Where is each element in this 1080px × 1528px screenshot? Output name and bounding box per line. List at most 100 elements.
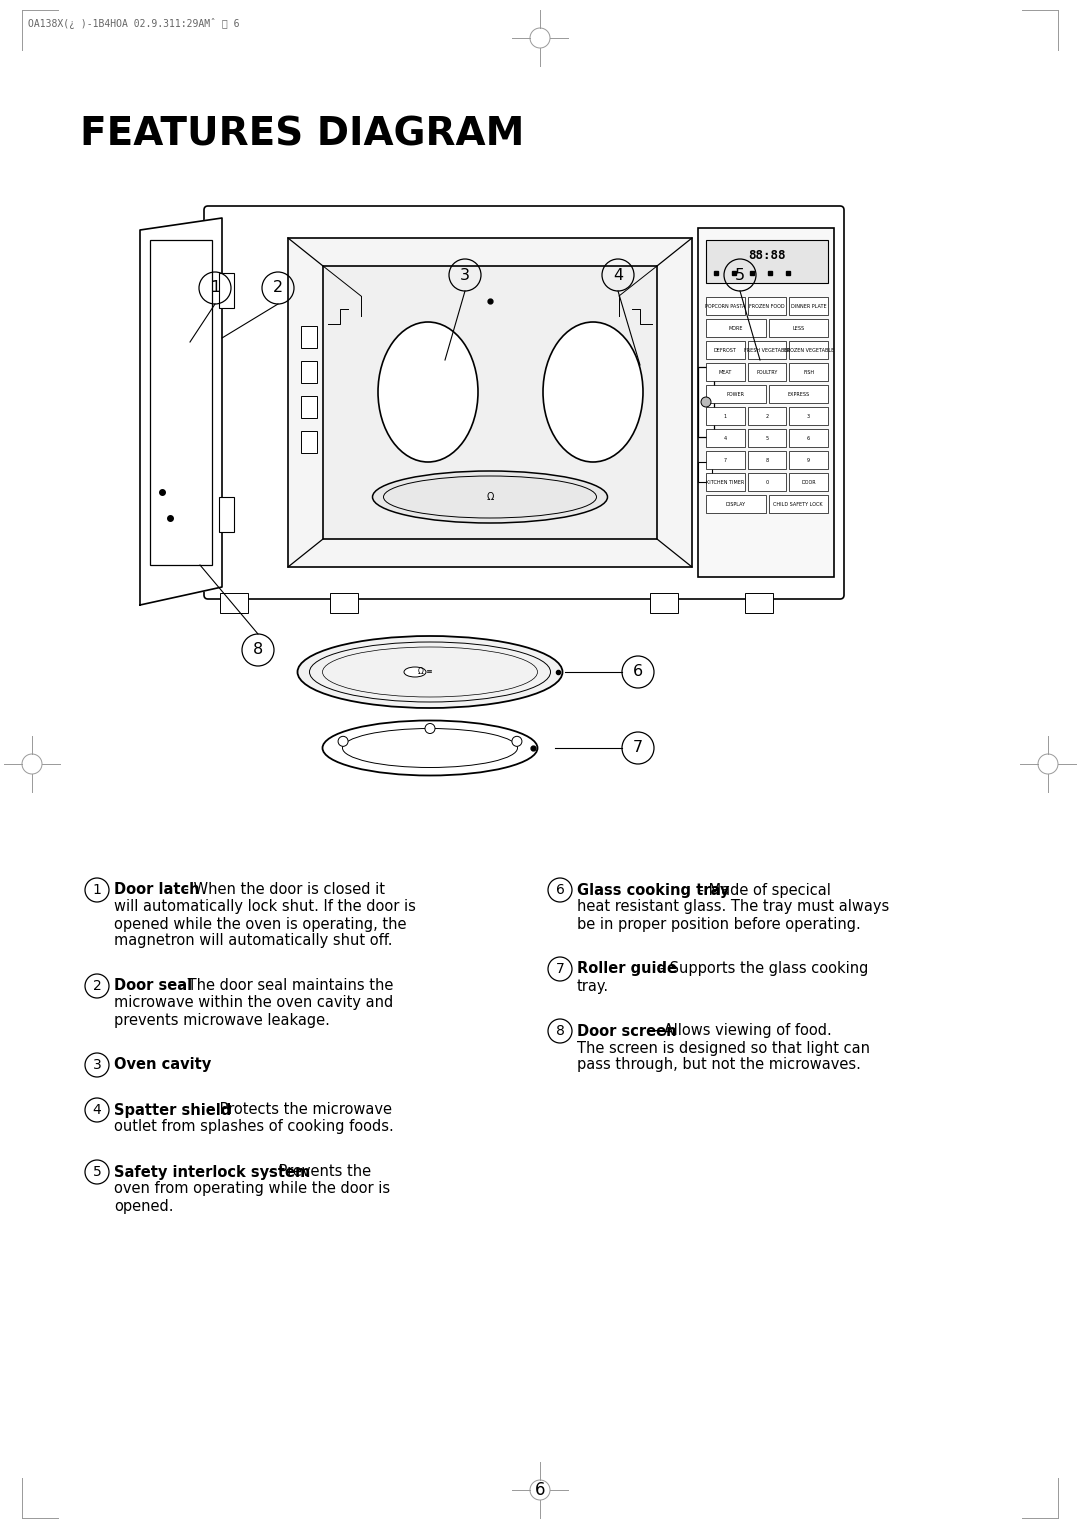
Text: FROZEN VEGETABLE: FROZEN VEGETABLE	[784, 347, 834, 353]
Text: Roller guide: Roller guide	[577, 961, 677, 976]
Bar	[698, 228, 834, 578]
Bar	[769, 495, 828, 513]
Text: - Allows viewing of food.: - Allows viewing of food.	[649, 1024, 832, 1039]
Bar	[789, 406, 828, 425]
Text: 7: 7	[724, 457, 727, 463]
Bar	[789, 451, 828, 469]
Text: OA138X(¿ )-1B4HOA 02.9.311:29AMˆ ˋ 6: OA138X(¿ )-1B4HOA 02.9.311:29AMˆ ˋ 6	[28, 18, 240, 29]
Text: 1: 1	[724, 414, 727, 419]
Bar	[301, 431, 318, 452]
Bar	[769, 319, 828, 338]
Text: - When the door is closed it: - When the door is closed it	[179, 883, 386, 897]
Text: 5: 5	[93, 1164, 102, 1180]
Text: oven from operating while the door is: oven from operating while the door is	[114, 1181, 390, 1196]
Text: 0: 0	[766, 480, 769, 484]
Bar	[706, 495, 766, 513]
Text: 6: 6	[555, 883, 565, 897]
Text: MEAT: MEAT	[718, 370, 732, 374]
Text: opened.: opened.	[114, 1198, 174, 1213]
Bar	[706, 474, 745, 490]
Circle shape	[701, 397, 711, 406]
Text: tray.: tray.	[577, 978, 609, 993]
Bar	[747, 341, 786, 359]
Text: 88:88: 88:88	[748, 249, 786, 261]
Bar	[747, 474, 786, 490]
Bar	[706, 429, 745, 448]
Text: 4: 4	[613, 267, 623, 283]
Bar	[706, 385, 766, 403]
Text: POPCORN PASTA: POPCORN PASTA	[705, 304, 745, 309]
Text: POWER: POWER	[727, 391, 745, 396]
Text: 6: 6	[535, 1481, 545, 1499]
Text: Spatter shield: Spatter shield	[114, 1103, 231, 1117]
Text: 2: 2	[273, 281, 283, 295]
Bar	[150, 240, 212, 565]
Text: Oven cavity: Oven cavity	[114, 1057, 212, 1073]
Bar	[706, 364, 745, 380]
Text: - Supports the glass cooking: - Supports the glass cooking	[656, 961, 868, 976]
Text: LESS: LESS	[793, 325, 805, 330]
Bar	[747, 364, 786, 380]
Text: Door seal: Door seal	[114, 978, 192, 993]
Circle shape	[512, 736, 522, 746]
Text: 8: 8	[555, 1024, 565, 1038]
Text: 8: 8	[253, 642, 264, 657]
Text: prevents microwave leakage.: prevents microwave leakage.	[114, 1013, 329, 1027]
Bar	[706, 341, 745, 359]
Bar	[219, 274, 234, 309]
Bar	[747, 406, 786, 425]
Text: The screen is designed so that light can: The screen is designed so that light can	[577, 1041, 870, 1056]
Ellipse shape	[342, 729, 517, 767]
Text: FROZEN FOOD: FROZEN FOOD	[750, 304, 785, 309]
Text: DEFROST: DEFROST	[714, 347, 737, 353]
Text: CHILD SAFETY LOCK: CHILD SAFETY LOCK	[773, 501, 823, 506]
Text: 3: 3	[93, 1057, 102, 1073]
Bar	[706, 296, 745, 315]
Bar	[219, 497, 234, 532]
Bar	[789, 429, 828, 448]
Bar	[650, 593, 678, 613]
Bar	[706, 319, 766, 338]
Text: EXPRESS: EXPRESS	[787, 391, 809, 396]
Bar	[789, 296, 828, 315]
Bar	[698, 367, 714, 437]
Text: Door latch: Door latch	[114, 883, 200, 897]
Text: pass through, but not the microwaves.: pass through, but not the microwaves.	[577, 1057, 861, 1073]
Text: 3: 3	[807, 414, 810, 419]
FancyBboxPatch shape	[204, 206, 843, 599]
Bar	[301, 361, 318, 384]
Bar	[323, 266, 657, 539]
Text: opened while the oven is operating, the: opened while the oven is operating, the	[114, 917, 406, 932]
Text: 9: 9	[807, 457, 810, 463]
Text: DOOR: DOOR	[801, 480, 816, 484]
Bar	[301, 396, 318, 419]
Text: 1: 1	[210, 281, 220, 295]
Bar	[747, 296, 786, 315]
Text: 6: 6	[633, 665, 643, 680]
Text: 2: 2	[93, 979, 102, 993]
Text: - Prevents the: - Prevents the	[264, 1164, 370, 1180]
Ellipse shape	[378, 322, 478, 461]
Text: microwave within the oven cavity and: microwave within the oven cavity and	[114, 996, 393, 1010]
Text: - Made of specical: - Made of specical	[694, 883, 831, 897]
Bar	[706, 451, 745, 469]
Bar	[698, 461, 712, 481]
Text: 4: 4	[724, 435, 727, 440]
Text: 4: 4	[93, 1103, 102, 1117]
Text: Glass cooking tray: Glass cooking tray	[577, 883, 729, 897]
Bar	[747, 451, 786, 469]
Text: 8: 8	[766, 457, 769, 463]
Text: 2: 2	[766, 414, 769, 419]
Text: KITCHEN TIMER: KITCHEN TIMER	[706, 480, 744, 484]
Ellipse shape	[404, 668, 426, 677]
Text: heat resistant glass. The tray must always: heat resistant glass. The tray must alwa…	[577, 900, 889, 914]
Bar	[789, 341, 828, 359]
Text: DINNER PLATE: DINNER PLATE	[791, 304, 826, 309]
Bar	[747, 429, 786, 448]
Text: Ω: Ω	[486, 492, 494, 503]
Text: will automatically lock shut. If the door is: will automatically lock shut. If the doo…	[114, 900, 416, 914]
Text: 3: 3	[460, 267, 470, 283]
Text: POULTRY: POULTRY	[756, 370, 778, 374]
Text: - The door seal maintains the: - The door seal maintains the	[173, 978, 393, 993]
Text: 5: 5	[734, 267, 745, 283]
